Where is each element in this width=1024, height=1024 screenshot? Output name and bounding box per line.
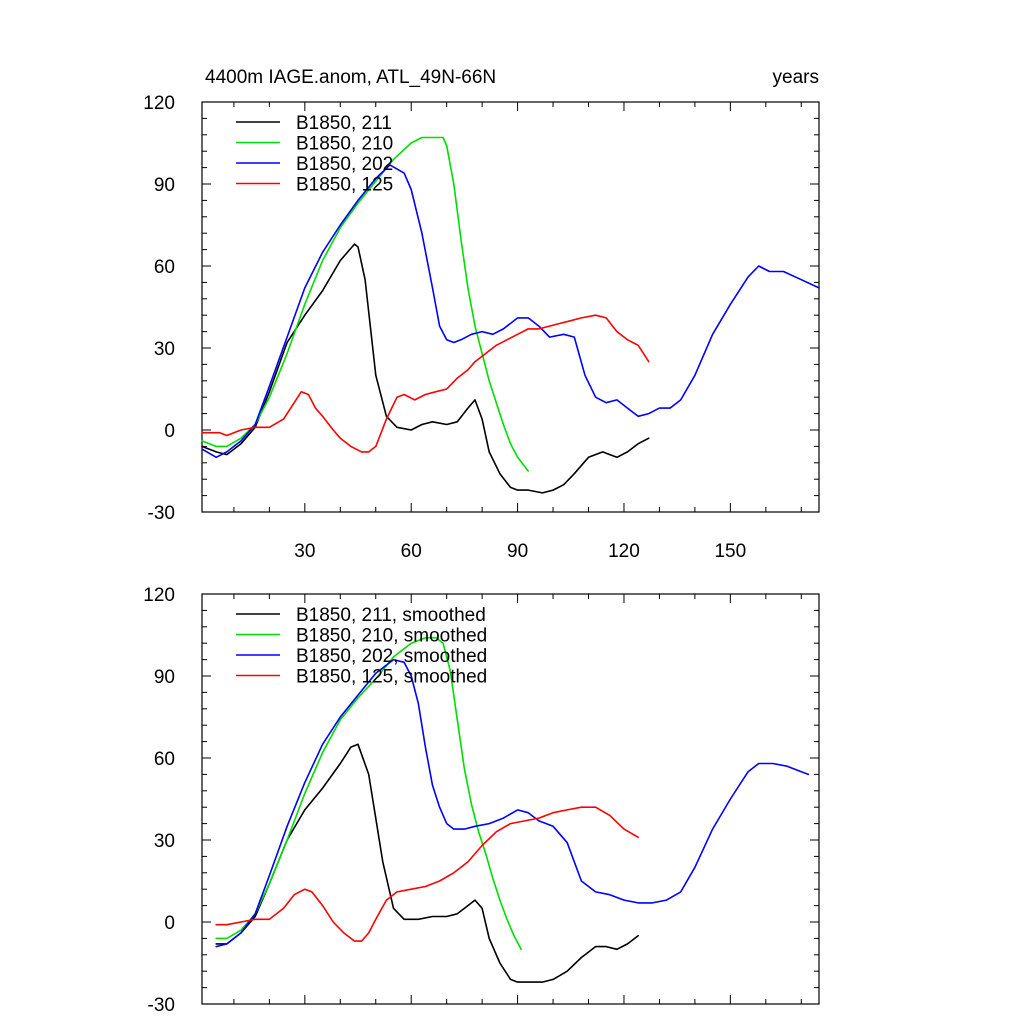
series-line-b1850-125 <box>201 314 650 453</box>
y-tick-label: -30 <box>148 995 175 1016</box>
x-tick-label: 90 <box>507 541 528 562</box>
y-tick-label: 90 <box>154 175 175 196</box>
legend-label: B1850, 202, smoothed <box>296 646 487 667</box>
series-group-top <box>201 136 820 494</box>
plot-title-right: years <box>773 67 819 88</box>
series-line-b1850-211-smoothed <box>215 743 640 983</box>
y-tick-label: 0 <box>164 421 175 442</box>
y-tick-label: 60 <box>154 257 175 278</box>
y-tick-label: 90 <box>154 667 175 688</box>
x-tick-label: 60 <box>401 541 422 562</box>
plot-title: 4400m IAGE.anom, ATL_49N-66N <box>205 67 496 88</box>
legend-label: B1850, 210, smoothed <box>296 626 487 647</box>
series-line-b1850-210 <box>201 136 530 472</box>
series-line-b1850-202 <box>201 164 820 459</box>
x-tick-label: 30 <box>294 541 315 562</box>
x-tick-label: 150 <box>714 541 746 562</box>
y-tick-label: 30 <box>154 831 175 852</box>
y-tick-label: 120 <box>143 585 175 606</box>
legend-label: B1850, 202 <box>296 154 393 175</box>
series-line-b1850-211 <box>201 243 650 494</box>
plot-frame-top <box>201 101 820 513</box>
series-line-b1850-125-smoothed <box>215 806 640 942</box>
series-line-b1850-202-smoothed <box>215 658 810 948</box>
plot-frame-bottom <box>201 593 820 1005</box>
y-tick-label: 0 <box>164 913 175 934</box>
legend-label: B1850, 125, smoothed <box>296 667 487 688</box>
series-line-b1850-210-smoothed <box>215 636 522 951</box>
legend-label: B1850, 125 <box>296 175 393 196</box>
y-tick-label: 120 <box>143 93 175 114</box>
series-group-bottom <box>215 636 810 983</box>
legend-label: B1850, 211 <box>296 113 392 134</box>
x-tick-label: 120 <box>608 541 640 562</box>
legend-label: B1850, 211, smoothed <box>296 605 486 626</box>
plot-top: 4400m IAGE.anom, ATL_49N-66N years -30 0 3… <box>143 67 820 562</box>
y-tick-label: 60 <box>154 749 175 770</box>
y-tick-label: -30 <box>148 503 175 524</box>
legend-label: B1850, 210 <box>296 134 393 155</box>
y-tick-label: 30 <box>154 339 175 360</box>
